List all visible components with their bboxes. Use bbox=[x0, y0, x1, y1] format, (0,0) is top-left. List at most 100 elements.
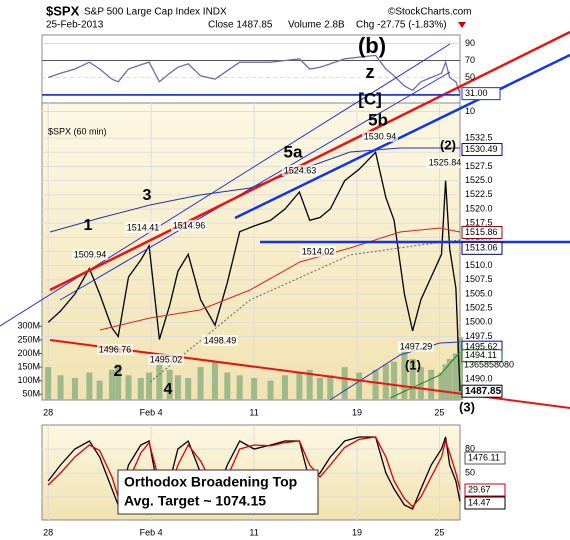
trend-line bbox=[49, 30, 570, 292]
price-tag: 1513.06 bbox=[465, 243, 498, 253]
symbol: $SPX bbox=[46, 3, 80, 18]
channel-line bbox=[59, 71, 451, 301]
volume-bar bbox=[327, 375, 334, 400]
data-line bbox=[47, 54, 461, 94]
down-arrow bbox=[458, 22, 466, 28]
y-tick-label: 1500.0 bbox=[465, 317, 493, 327]
y-tick-label: 1532.5 bbox=[465, 133, 493, 143]
point-label: 1514.41 bbox=[127, 222, 160, 232]
label-box bbox=[171, 220, 207, 231]
volume-bar bbox=[267, 380, 274, 400]
x-tick-label: 28 bbox=[43, 527, 53, 537]
y-tick-label: 1517.5 bbox=[465, 218, 493, 228]
point-label: 1524.63 bbox=[284, 165, 317, 175]
volume-bar bbox=[115, 364, 122, 400]
wave-label: 5b bbox=[368, 110, 388, 129]
wave-label: 4 bbox=[164, 381, 173, 398]
volume: Volume 2.8B bbox=[288, 20, 345, 31]
y-tick-label: 1520.0 bbox=[465, 203, 493, 213]
volume-bar bbox=[71, 377, 78, 400]
wave-label: 5a bbox=[284, 142, 303, 161]
point-label: 1514.96 bbox=[173, 220, 206, 230]
volume-bar bbox=[125, 375, 132, 400]
point-label: 1495.02 bbox=[150, 354, 183, 364]
y-tick-label: 80 bbox=[465, 443, 475, 453]
volume-bar bbox=[137, 377, 144, 400]
osc-tag: 29.67 bbox=[468, 484, 491, 494]
price-tag: 1515.86 bbox=[465, 227, 498, 237]
volume-tick-label: 100M bbox=[17, 375, 40, 385]
volume-tick-label: 250M bbox=[17, 334, 40, 344]
volume-bar bbox=[146, 372, 153, 400]
tag-box bbox=[461, 87, 501, 101]
volume-bar bbox=[211, 361, 218, 400]
wave-label: (2) bbox=[440, 137, 456, 152]
label-box bbox=[72, 249, 108, 260]
index-name: S&P 500 Large Cap Index INDX bbox=[84, 7, 227, 18]
label-box bbox=[362, 131, 398, 142]
volume-bar bbox=[356, 372, 363, 400]
y-tick-label: 1527.5 bbox=[465, 161, 493, 171]
volume-bar bbox=[306, 369, 313, 400]
x-tick-label: 19 bbox=[352, 407, 362, 417]
label-box bbox=[148, 354, 184, 365]
note-box bbox=[117, 469, 319, 515]
x-tick-label: Feb 4 bbox=[140, 527, 163, 537]
volume-bar bbox=[96, 380, 103, 400]
change: Chg -27.75 (-1.83%) bbox=[356, 20, 447, 31]
volume-bar bbox=[409, 358, 416, 400]
moving-average bbox=[99, 227, 461, 331]
wave-label: 2 bbox=[114, 363, 123, 380]
label-box bbox=[427, 157, 463, 168]
wave-label: (b) bbox=[358, 33, 386, 58]
close: Close 1487.85 bbox=[208, 20, 273, 31]
y-tick-label: 10 bbox=[465, 106, 475, 116]
volume-bar bbox=[452, 353, 459, 400]
volume-tag: 1365858080 bbox=[464, 359, 514, 369]
y-tick-label: 1522.5 bbox=[465, 189, 493, 199]
y-tick-label: 1505.0 bbox=[465, 288, 493, 298]
volume-bar bbox=[401, 348, 408, 400]
y-tick-label: 90 bbox=[465, 38, 475, 48]
volume-bar bbox=[296, 372, 303, 400]
volume-bar bbox=[446, 358, 453, 400]
moving-average bbox=[49, 147, 460, 233]
y-tick-label: 1510.0 bbox=[465, 260, 493, 270]
osc-tag: 14.47 bbox=[468, 497, 491, 507]
volume-bar bbox=[251, 377, 258, 400]
overlays bbox=[0, 30, 570, 409]
volume-bar bbox=[224, 372, 231, 400]
x-tick-label: 25 bbox=[434, 407, 444, 417]
volume-tick-label: 150M bbox=[17, 361, 40, 371]
volume-bar bbox=[236, 375, 243, 400]
label-box bbox=[125, 222, 161, 233]
note-text: Orthodox Broadening Top bbox=[124, 474, 297, 490]
trend-line bbox=[234, 53, 570, 220]
price-tag: 1494.11 bbox=[465, 350, 497, 360]
point-label: 1498.49 bbox=[204, 335, 237, 345]
date: 25-Feb-2013 bbox=[46, 20, 104, 31]
volume-bar bbox=[391, 361, 398, 400]
volume-tick-label: 50M bbox=[22, 389, 40, 399]
wave-label: z bbox=[366, 62, 375, 82]
wave-label: (1) bbox=[405, 357, 421, 372]
osc-tag: 1476.11 bbox=[468, 452, 500, 462]
wave-label: [C] bbox=[358, 89, 382, 108]
wave-label: (3) bbox=[459, 399, 475, 414]
volume-bar bbox=[166, 369, 173, 400]
label-box bbox=[282, 165, 318, 176]
volume-tick-label: 300M bbox=[17, 321, 40, 331]
price-tag: 1530.49 bbox=[465, 144, 498, 154]
label-box bbox=[97, 344, 133, 355]
point-label: 1509.94 bbox=[74, 249, 107, 259]
panel-title: $SPX (60 min) bbox=[48, 126, 107, 136]
tag-box bbox=[461, 241, 503, 255]
tag-box bbox=[464, 496, 506, 510]
volume-tick-label: 200M bbox=[17, 348, 40, 358]
volume-bar bbox=[341, 367, 348, 400]
volume-bar bbox=[156, 358, 163, 400]
y-tick-label: 1502.5 bbox=[465, 303, 493, 313]
y-tick-label: 50 bbox=[465, 467, 475, 477]
label-box bbox=[300, 246, 336, 257]
